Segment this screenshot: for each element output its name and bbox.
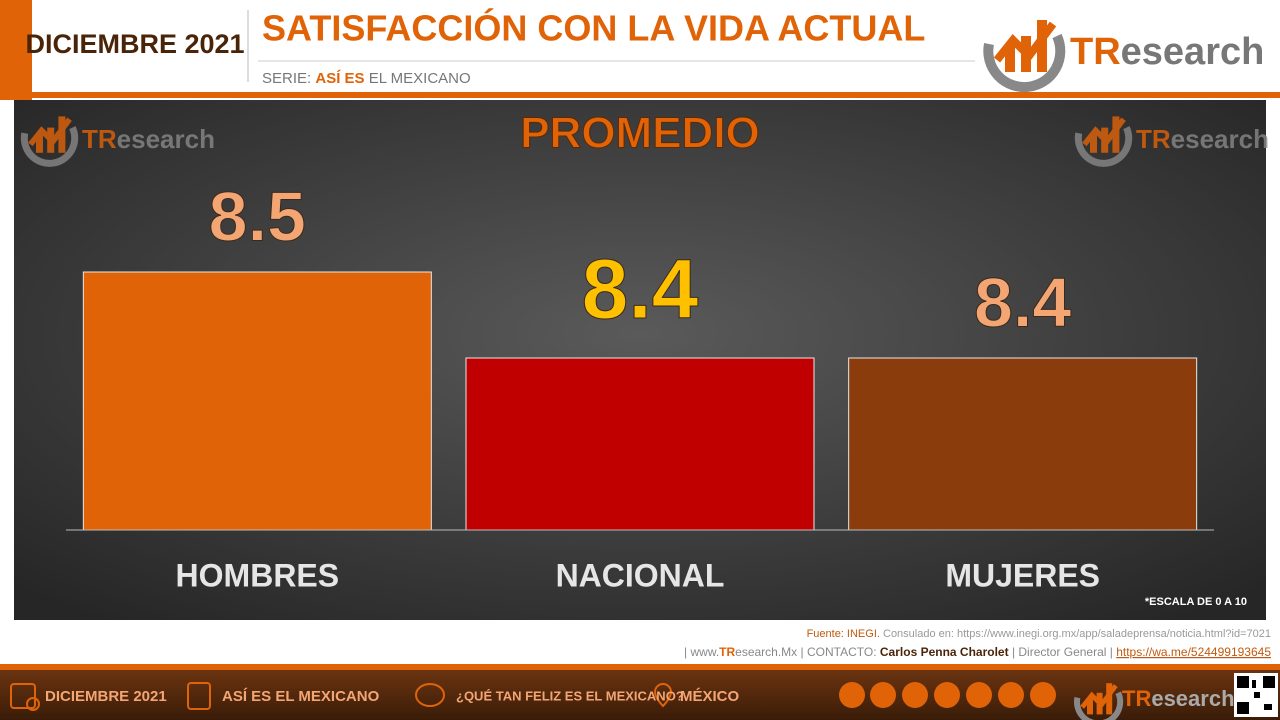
series-prefix: SERIE: [262,70,311,87]
chart-title: PROMEDIO [520,109,760,158]
bottom-logo: TResearch [1122,686,1235,711]
header-date: DICIEMBRE 2021 [25,29,244,59]
bottom-item: MÉXICO [680,688,740,705]
bottom-bar [0,670,1280,720]
bottom-item: DICIEMBRE 2021 [45,688,167,705]
bottom-band [0,664,1280,670]
panel-logo-left: TResearch [82,124,215,154]
bottom-item: ¿QUÉ TAN FELIZ ES EL MEXICANO? [456,688,684,703]
bar [82,271,432,531]
plot: 8.5 HOMBRES 8.4 NACIONAL 8.4 MUJERES [66,177,1214,593]
value-label: 8.4 [582,242,699,336]
logo-rest: esearch [117,124,215,154]
bottom-item: ASÍ ES EL MEXICANO [222,688,380,705]
source-text: Consulado en: https://www.inegi.org.mx/a… [883,628,1271,640]
contact-line: | www.TResearch.Mx | CONTACTO: Carlos Pe… [684,645,1271,659]
panel-logo-right: TResearch [1136,124,1269,154]
value-label: 8.5 [209,177,306,255]
source-line: Fuente: INEGI. Consulado en: https://www… [807,628,1271,640]
logo-tr: TR [1122,686,1151,711]
logo-tr: TR [1136,124,1171,154]
series-bold: ASÍ ES [315,70,364,87]
logo-rest: esearch [1121,31,1265,73]
bar [848,357,1198,531]
bottom-icons [10,682,673,711]
contact-name: Carlos Penna Charolet [880,645,1009,659]
site-post: esearch.Mx [735,645,797,659]
chart-note: *ESCALA DE 0 A 10 [1145,596,1247,608]
header-logo: TResearch [1070,31,1264,73]
bar [465,357,815,531]
source-label: Fuente: INEGI. [807,628,880,640]
value-label: 8.4 [974,263,1071,341]
social-icons[interactable] [839,682,1056,708]
site-tr: TR [719,645,735,659]
contact-label: | CONTACTO: [801,645,877,659]
series-rest: EL MEXICANO [369,70,471,87]
x-tick-label: HOMBRES [176,557,340,593]
header-accent [0,0,32,100]
logo-tr: TR [1070,31,1121,73]
site-pre: | www. [684,645,719,659]
x-tick-label: NACIONAL [556,557,725,593]
header-band [0,92,1280,98]
qr-code[interactable] [1234,673,1278,717]
x-tick-label: MUJERES [945,557,1100,593]
logo-rest: esearch [1151,686,1234,711]
contact-link[interactable]: https://wa.me/524499193645 [1116,645,1271,659]
logo-rest: esearch [1171,124,1269,154]
header-series: SERIE: ASÍ ES EL MEXICANO [262,70,471,87]
header-bg [0,0,1280,92]
logo-tr: TR [82,124,117,154]
contact-role: | Director General | [1012,645,1113,659]
header-title: SATISFACCIÓN CON LA VIDA ACTUAL [262,7,925,49]
